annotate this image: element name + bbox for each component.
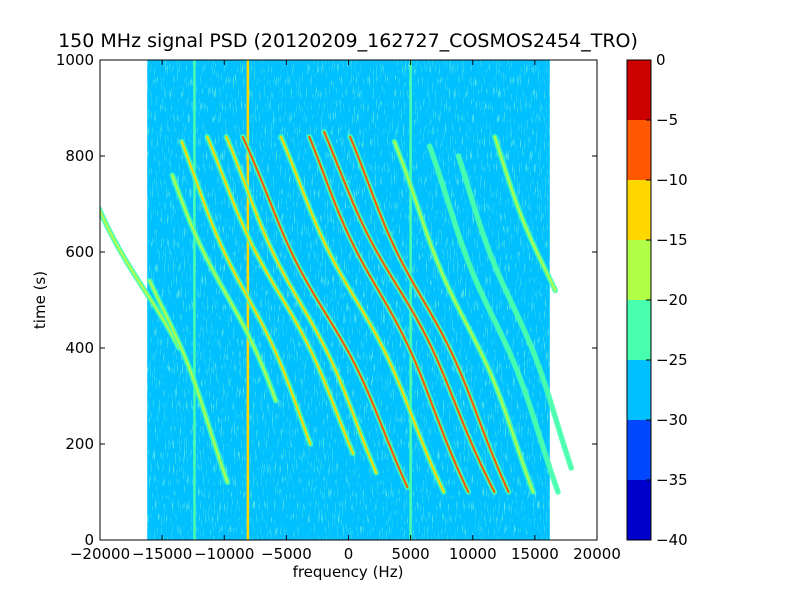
doppler-track-12	[391, 138, 536, 495]
doppler-track-10	[321, 129, 498, 495]
doppler-track-11	[347, 134, 512, 495]
colorbar-level-6	[627, 180, 651, 240]
doppler-track-13	[426, 143, 561, 495]
doppler-track-15	[492, 134, 559, 294]
x-tick-label: 10000	[449, 545, 497, 563]
colorbar-tick-label: −40	[656, 531, 688, 549]
colorbar-level-5	[627, 240, 651, 300]
doppler-track-2	[146, 278, 231, 486]
colorbar-tick-label: −10	[656, 171, 688, 189]
y-axis-ticks: 0 200 400 600 800 1000	[56, 51, 597, 549]
colorbar-tick-label: −30	[656, 411, 688, 429]
colorbar-level-2	[627, 420, 651, 480]
colorbar-levels	[627, 60, 651, 540]
x-axis-label: frequency (Hz)	[293, 563, 404, 581]
doppler-track-5	[204, 134, 356, 457]
chart-title: 150 MHz signal PSD (20120209_162727_COSM…	[58, 30, 638, 52]
heatmap-noise	[147, 60, 550, 540]
x-tick-label: 20000	[573, 545, 621, 563]
y-axis-label: time (s)	[31, 271, 49, 329]
x-tick-label: −15000	[132, 545, 192, 563]
colorbar-level-1	[627, 480, 651, 540]
y-tick-label: 800	[65, 147, 94, 165]
x-tick-label: 0	[344, 545, 354, 563]
y-tick-label: 400	[65, 339, 94, 357]
y-tick-label: 600	[65, 243, 94, 261]
doppler-track-3	[169, 172, 279, 404]
colorbar-level-3	[627, 360, 651, 420]
colorbar-level-8	[627, 60, 651, 120]
x-tick-label: −5000	[261, 545, 312, 563]
colorbar-tick-label: −20	[656, 291, 688, 309]
doppler-track-4	[179, 138, 314, 447]
colorbar-tick-label: −15	[656, 231, 688, 249]
colorbar-tick-label: −35	[656, 471, 688, 489]
colorbar-ticks: 0 −5 −10 −15 −20 −25 −30 −35 −40	[646, 51, 688, 549]
x-tick-label: −20000	[70, 545, 130, 563]
doppler-track-14	[455, 153, 574, 471]
colorbar: 0 −5 −10 −15 −20 −25 −30 −35 −40	[626, 51, 688, 549]
doppler-track-8	[278, 134, 447, 495]
colorbar-level-7	[627, 120, 651, 180]
plot-area: −20000 −15000 −10000 −5000 0 5000 10000 15000 20…	[56, 51, 621, 563]
x-tick-label: 15000	[511, 545, 559, 563]
doppler-track-6	[223, 134, 379, 476]
doppler-track-9	[306, 134, 472, 495]
doppler-tracks	[100, 129, 574, 495]
colorbar-tick-label: −25	[656, 351, 688, 369]
y-tick-label: 200	[65, 435, 94, 453]
x-axis-ticks: −20000 −15000 −10000 −5000 0 5000 10000 15000 20…	[70, 60, 621, 563]
doppler-track-1	[100, 204, 182, 351]
colorbar-tick-label: 0	[656, 51, 666, 69]
x-tick-label: 5000	[392, 545, 430, 563]
y-tick-label: 0	[84, 531, 94, 549]
colorbar-tick-label: −5	[656, 111, 678, 129]
colorbar-level-4	[627, 300, 651, 360]
doppler-track-7	[239, 134, 411, 490]
y-tick-label: 1000	[56, 51, 94, 69]
x-tick-label: −10000	[194, 545, 254, 563]
